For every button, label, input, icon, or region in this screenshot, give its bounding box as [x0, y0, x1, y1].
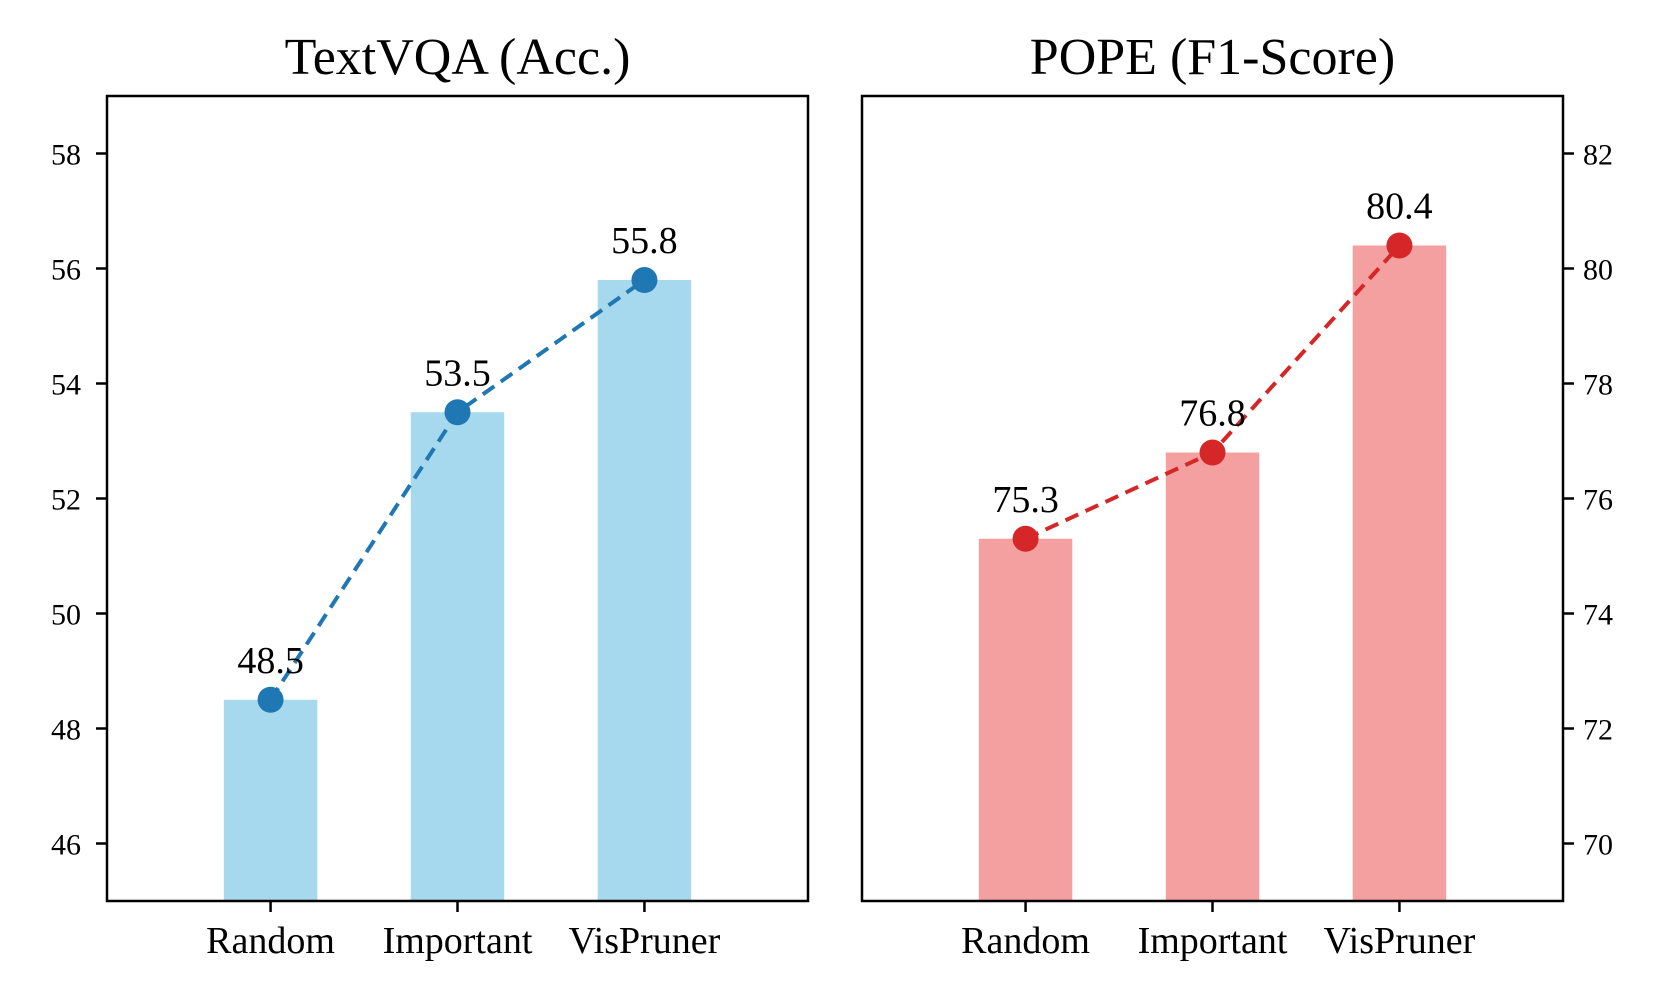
- ytick-label-0-6: 58: [51, 139, 81, 172]
- ytick-label-0-5: 56: [51, 254, 81, 287]
- point-1-0: [1012, 525, 1039, 552]
- data-label-1-2: 80.4: [1366, 186, 1433, 228]
- ytick-label-1-4: 78: [1583, 369, 1613, 402]
- ytick-label-1-2: 74: [1583, 599, 1613, 632]
- point-0-2: [631, 267, 658, 293]
- point-1-2: [1386, 232, 1413, 259]
- category-label-1-1: Important: [1138, 920, 1288, 962]
- bar-1-2: [1352, 245, 1447, 901]
- bar-1-1: [1165, 452, 1260, 901]
- category-label-0-1: Important: [383, 920, 533, 962]
- data-label-1-1: 76.8: [1179, 393, 1246, 435]
- category-label-0-2: VisPruner: [569, 920, 721, 962]
- ytick-label-1-1: 72: [1583, 714, 1613, 747]
- ytick-label-0-0: 46: [51, 829, 81, 862]
- bar-0-1: [410, 412, 505, 901]
- ytick-label-0-3: 52: [51, 484, 81, 517]
- ytick-label-0-4: 54: [51, 369, 81, 402]
- data-label-1-0: 75.3: [992, 479, 1059, 521]
- ytick-label-0-2: 50: [51, 599, 81, 632]
- ytick-label-1-3: 76: [1583, 484, 1613, 517]
- ytick-label-1-5: 80: [1583, 254, 1613, 287]
- category-label-1-0: Random: [961, 920, 1090, 962]
- data-label-0-2: 55.8: [611, 220, 678, 262]
- ytick-label-1-0: 70: [1583, 829, 1613, 862]
- category-label-0-0: Random: [206, 920, 335, 962]
- point-0-1: [444, 399, 471, 426]
- category-label-1-2: VisPruner: [1324, 920, 1476, 962]
- point-1-1: [1199, 439, 1226, 466]
- ytick-label-0-1: 48: [51, 714, 81, 747]
- data-label-0-0: 48.5: [237, 640, 304, 682]
- data-label-0-1: 53.5: [424, 352, 491, 394]
- bar-0-0: [223, 699, 318, 901]
- panel-title-0: TextVQA (Acc.): [285, 29, 631, 86]
- ytick-label-1-6: 82: [1583, 139, 1613, 172]
- bar-0-2: [597, 280, 692, 901]
- point-0-0: [257, 686, 284, 713]
- panel-title-1: POPE (F1-Score): [1030, 29, 1395, 86]
- bar-1-0: [978, 538, 1073, 901]
